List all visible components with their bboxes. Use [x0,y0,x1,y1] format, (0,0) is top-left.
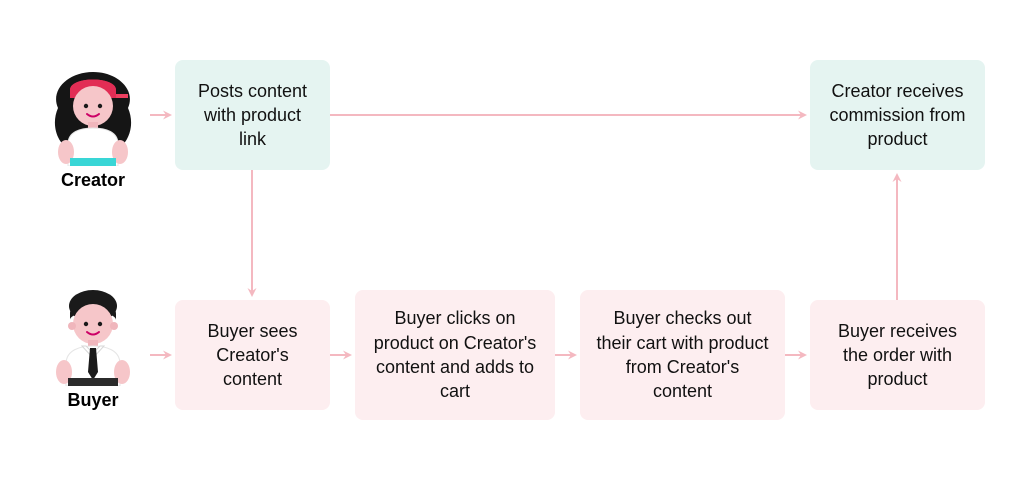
node-text: Buyer checks out their cart with product… [594,306,771,403]
creator-avatar [40,60,146,166]
buyer-label: Buyer [40,390,146,411]
node-text: Buyer receives the order with product [824,319,971,392]
node-creator-commission: Creator receives commission from product [810,60,985,170]
node-buyer-receives: Buyer receives the order with product [810,300,985,410]
node-text: Creator receives commission from product [824,79,971,152]
buyer-avatar [40,280,146,386]
node-text: Posts content with product link [189,79,316,152]
node-buyer-clicks: Buyer clicks on product on Creator's con… [355,290,555,420]
node-text: Buyer sees Creator's content [189,319,316,392]
creator-label: Creator [40,170,146,191]
flowchart-stage: { "canvas": { "width": 1024, "height": 5… [0,0,1024,502]
node-posts-content: Posts content with product link [175,60,330,170]
node-buyer-checkout: Buyer checks out their cart with product… [580,290,785,420]
node-text: Buyer clicks on product on Creator's con… [369,306,541,403]
node-buyer-sees: Buyer sees Creator's content [175,300,330,410]
